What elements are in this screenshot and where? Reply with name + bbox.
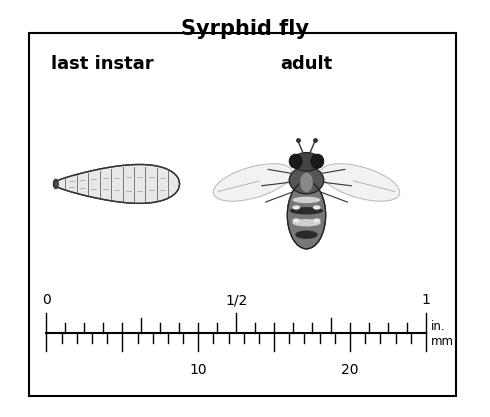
Ellipse shape (289, 167, 324, 194)
Text: mm: mm (431, 335, 454, 348)
Ellipse shape (290, 207, 323, 214)
Text: 1/2: 1/2 (225, 293, 247, 307)
Text: 0: 0 (42, 293, 51, 307)
Ellipse shape (300, 173, 313, 192)
Ellipse shape (311, 154, 324, 168)
Ellipse shape (53, 179, 58, 188)
Ellipse shape (292, 219, 321, 226)
Text: 1: 1 (421, 293, 430, 307)
Ellipse shape (213, 164, 293, 201)
Ellipse shape (287, 181, 326, 249)
Text: adult: adult (280, 55, 333, 73)
Text: last instar: last instar (50, 55, 153, 73)
Text: Syrphid fly: Syrphid fly (181, 19, 309, 39)
Ellipse shape (313, 205, 320, 210)
Ellipse shape (295, 231, 318, 239)
Text: 10: 10 (190, 364, 207, 377)
Ellipse shape (293, 153, 320, 171)
Ellipse shape (320, 164, 400, 201)
Text: 20: 20 (341, 364, 359, 377)
Ellipse shape (289, 154, 302, 168)
Text: in.: in. (431, 320, 445, 333)
Ellipse shape (293, 205, 300, 210)
Polygon shape (54, 164, 180, 203)
Ellipse shape (293, 197, 320, 203)
Ellipse shape (293, 219, 300, 223)
Ellipse shape (313, 219, 320, 223)
Ellipse shape (295, 187, 318, 193)
